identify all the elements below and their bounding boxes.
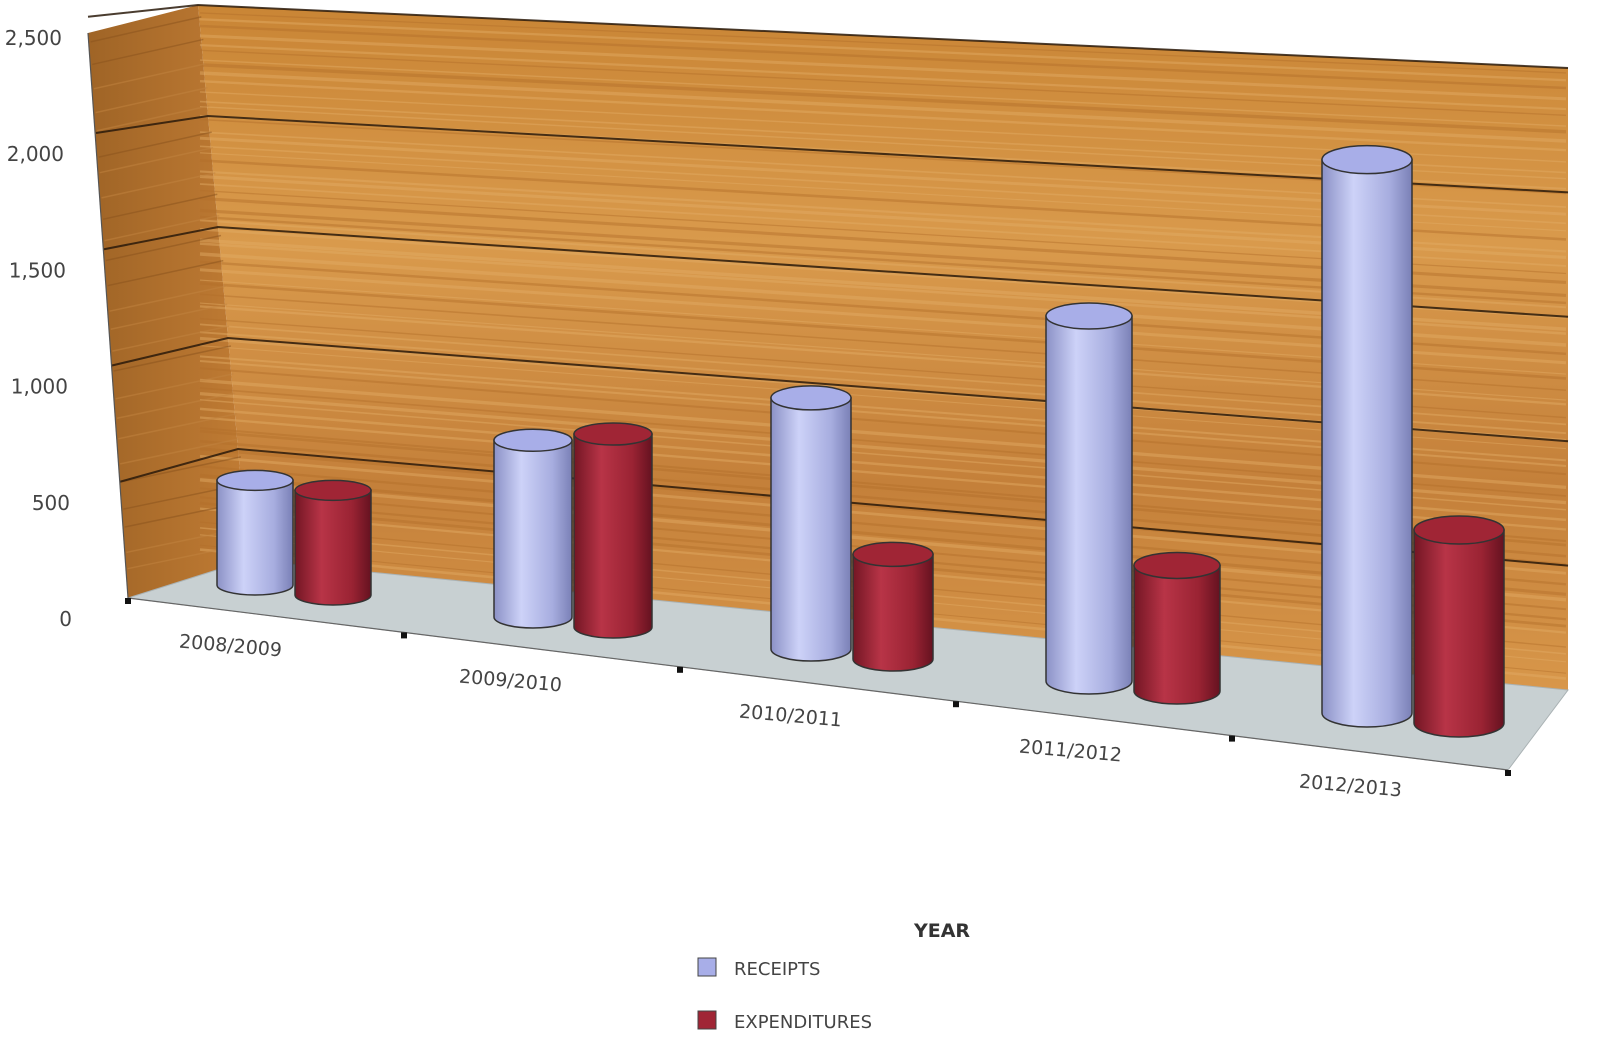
grain-streak-side <box>112 325 230 352</box>
grain-streak-side <box>107 259 224 287</box>
bar-group <box>216 144 1505 738</box>
bar-receipts-2010-2011 <box>770 385 852 662</box>
side-wall <box>88 5 248 598</box>
x-tick-label: 2008/2009 <box>178 631 283 662</box>
grain-streak-side <box>104 214 220 242</box>
grain-streak <box>199 34 1567 101</box>
legend-item-expenditures: EXPENDITURES <box>697 1010 872 1033</box>
legend-item-receipts: RECEIPTS <box>697 957 820 980</box>
legend: YEAR RECEIPTS EXPENDITURES <box>697 920 970 1033</box>
grain-streak-side <box>116 392 236 420</box>
bar-body <box>852 553 934 672</box>
grain-streak-side <box>120 438 240 465</box>
grain-streak-side <box>110 303 228 330</box>
gridline <box>87 3 1569 69</box>
bar-expenditures-2011-2012 <box>1133 551 1221 705</box>
legend-title: YEAR <box>913 920 970 942</box>
y-tick-label: 2,000 <box>7 142 64 166</box>
grain-streak-side <box>98 131 212 158</box>
bar-body <box>216 479 294 596</box>
grain-streak-side <box>96 105 210 132</box>
bar-body <box>1321 158 1413 728</box>
grain-streak <box>199 18 1567 82</box>
grain-streak <box>199 43 1567 111</box>
bar-top <box>1413 515 1505 545</box>
x-tick-mark <box>953 701 959 708</box>
bar-body <box>1133 564 1221 705</box>
legend-label-expenditures: EXPENDITURES <box>734 1012 872 1033</box>
grain-streak-side <box>109 285 226 312</box>
bar-receipts-2012-2013 <box>1321 144 1413 728</box>
grain-streak-side <box>92 38 204 66</box>
grain-streak-side <box>105 234 222 262</box>
bar-body <box>1045 315 1133 695</box>
bar-expenditures-2012-2013 <box>1413 515 1505 738</box>
y-tick-label: 2,500 <box>5 26 62 50</box>
grain-streak <box>199 49 1567 117</box>
x-tick-mark <box>677 666 683 673</box>
x-tick-label: 2009/2010 <box>458 666 563 697</box>
grain-streak <box>199 63 1567 134</box>
x-tick-mark <box>401 632 407 639</box>
grain-streak-side <box>101 172 216 199</box>
y-tick-label: 500 <box>32 491 70 515</box>
bar-receipts-2008-2009 <box>216 469 294 596</box>
grain-streak-side <box>99 146 214 174</box>
x-tick-label: 2012/2013 <box>1298 771 1403 802</box>
grain-streak <box>199 24 1567 90</box>
x-axis-ticks <box>125 598 1511 776</box>
bar-top <box>573 422 653 446</box>
y-tick-label: 1,500 <box>9 258 66 282</box>
legend-swatch-receipts <box>697 957 717 977</box>
gridline <box>95 114 1569 194</box>
grain-streak-side <box>90 16 202 43</box>
y-tick-label: 1,000 <box>11 375 68 399</box>
grain-streak <box>199 80 1567 152</box>
legend-swatch-expenditures <box>697 1010 717 1030</box>
bar-top <box>852 541 934 568</box>
grain-streak-side <box>115 373 234 400</box>
grain-streak-side <box>118 413 238 440</box>
bar-top <box>493 428 573 453</box>
x-tick-mark <box>1229 735 1235 742</box>
bar-receipts-2011-2012 <box>1045 302 1133 695</box>
x-axis-line <box>127 597 1509 771</box>
bar-top <box>216 469 294 492</box>
bar-body <box>493 439 573 629</box>
grain-streak <box>199 71 1567 143</box>
x-tick-label: 2010/2011 <box>738 701 843 732</box>
bar-body <box>1413 529 1505 738</box>
bar-top <box>770 385 852 411</box>
grain-streak-side <box>102 193 218 220</box>
grain-streak <box>199 12 1567 74</box>
bar-top <box>1045 302 1133 330</box>
y-axis-line <box>87 32 129 599</box>
grain-streak-side <box>95 86 208 114</box>
bar-body <box>573 433 653 639</box>
bar-expenditures-2008-2009 <box>294 479 372 606</box>
bar-body <box>294 489 372 606</box>
bar-top <box>294 479 372 502</box>
bar-top <box>1321 144 1413 175</box>
bar-top <box>1133 551 1221 580</box>
x-tick-mark <box>1505 770 1511 776</box>
y-tick-label: 0 <box>59 607 72 631</box>
y-axis-ticks: 0 500 1,000 1,500 2,000 2,500 <box>5 26 72 631</box>
x-tick-mark <box>125 598 131 604</box>
bar-expenditures-2010-2011 <box>852 541 934 672</box>
grain-streak-side <box>121 456 242 483</box>
grain-streak-side <box>113 345 232 372</box>
x-tick-label: 2011/2012 <box>1018 736 1123 767</box>
grain-streak-side <box>93 63 206 90</box>
bar-expenditures-2009-2010 <box>573 422 653 639</box>
bar-receipts-2009-2010 <box>493 428 573 629</box>
grain-streak <box>199 59 1567 127</box>
legend-label-receipts: RECEIPTS <box>734 959 820 980</box>
gridline <box>103 225 1569 318</box>
bar-body <box>770 397 852 662</box>
